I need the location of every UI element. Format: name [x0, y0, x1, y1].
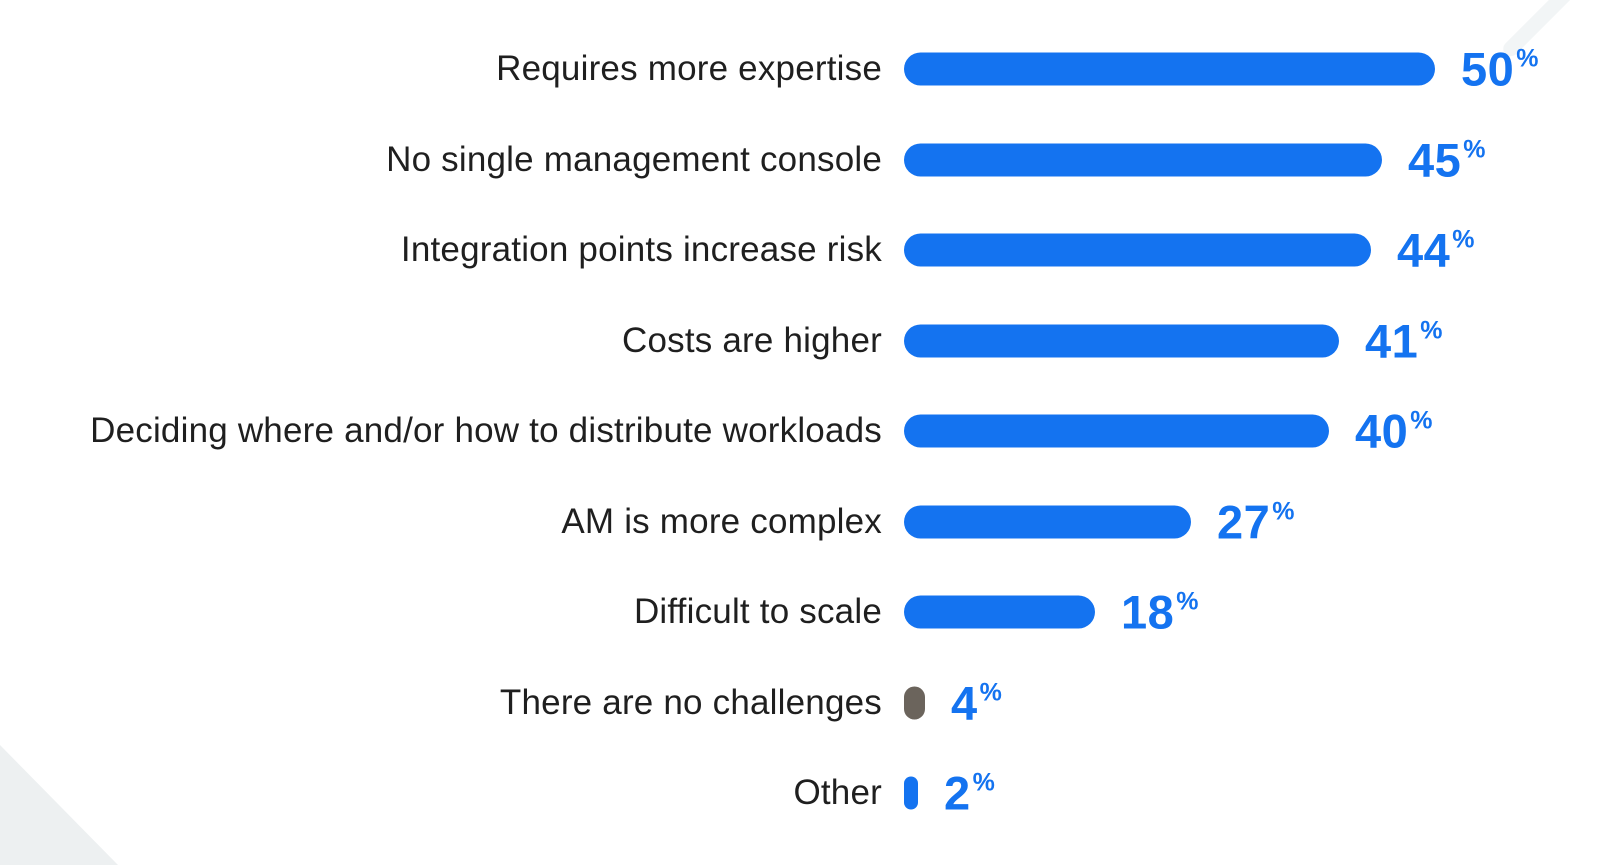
value-number: 27 — [1217, 495, 1271, 548]
value-number: 4 — [951, 676, 978, 729]
value-number: 18 — [1121, 585, 1175, 639]
value-label: 27% — [1217, 498, 1295, 545]
value-number: 50 — [1461, 42, 1515, 96]
percent-sign: % — [1420, 316, 1443, 344]
value-label: 41% — [1365, 317, 1443, 364]
bar — [904, 414, 1329, 448]
bottom-left-triangle-decoration — [0, 745, 118, 865]
category-label: Other — [793, 773, 882, 812]
value-label: 50% — [1461, 46, 1539, 93]
category-label: Deciding where and/or how to distribute … — [90, 411, 882, 450]
category-label: Difficult to scale — [633, 592, 882, 631]
bar — [904, 505, 1191, 538]
category-label: Integration points increase risk — [400, 230, 882, 269]
bar — [904, 324, 1339, 357]
percent-sign: % — [1272, 497, 1295, 525]
category-label: Costs are higher — [622, 320, 882, 360]
bar — [904, 233, 1371, 267]
percent-sign: % — [1463, 135, 1486, 163]
value-label: 40% — [1355, 408, 1433, 455]
value-label: 4% — [951, 679, 1002, 726]
percent-sign: % — [1410, 406, 1433, 435]
value-label: 18% — [1121, 589, 1199, 636]
bar — [904, 686, 925, 719]
value-label: 2% — [944, 770, 995, 817]
percent-sign: % — [972, 768, 995, 797]
category-label: No single management console — [386, 139, 882, 179]
category-label: Requires more expertise — [496, 49, 882, 88]
bar — [904, 143, 1382, 176]
percent-sign: % — [1452, 225, 1475, 254]
value-label: 45% — [1408, 136, 1486, 183]
value-number: 45 — [1408, 133, 1462, 186]
value-number: 2 — [944, 766, 971, 820]
percent-sign: % — [1516, 44, 1539, 73]
value-number: 40 — [1355, 404, 1409, 458]
percent-sign: % — [1176, 587, 1199, 616]
value-number: 44 — [1397, 223, 1451, 277]
bar — [904, 52, 1435, 86]
percent-sign: % — [979, 678, 1002, 706]
value-number: 41 — [1365, 314, 1419, 367]
bar — [904, 595, 1095, 629]
category-label: There are no challenges — [499, 682, 882, 722]
bar — [904, 776, 918, 810]
category-label: AM is more complex — [561, 501, 882, 541]
value-label: 44% — [1397, 227, 1475, 274]
